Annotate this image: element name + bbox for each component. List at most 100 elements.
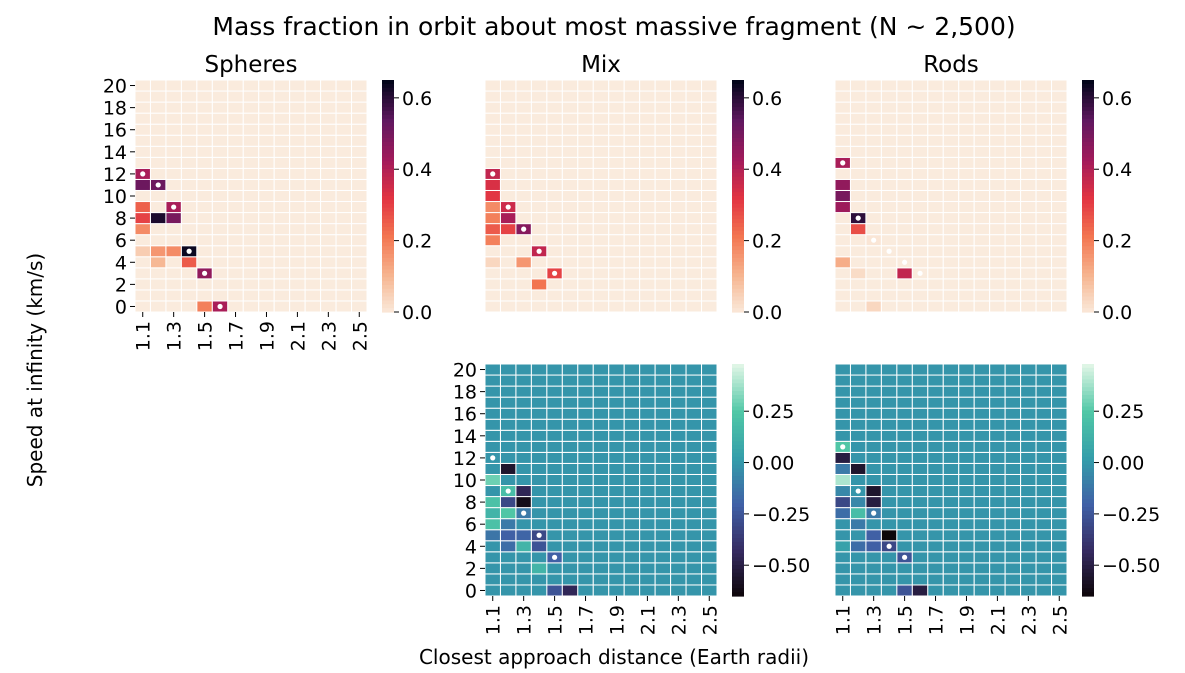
heatmap-cell bbox=[1020, 473, 1037, 487]
heatmap-cell bbox=[273, 201, 291, 214]
heatmap-cell bbox=[515, 573, 532, 586]
heatmap-cell bbox=[304, 278, 322, 291]
heatmap-cell bbox=[880, 440, 898, 453]
heatmap-cell bbox=[1051, 584, 1068, 597]
heatmap-cell bbox=[865, 529, 882, 542]
colorbar-segment bbox=[732, 238, 744, 243]
heatmap-cell bbox=[670, 551, 687, 564]
heatmap-cell bbox=[515, 562, 532, 575]
heatmap-cell bbox=[849, 529, 867, 542]
heatmap-cell bbox=[639, 363, 656, 376]
colorbar-segment bbox=[1082, 122, 1094, 127]
heatmap-cell bbox=[989, 584, 1006, 597]
heatmap-cell bbox=[654, 407, 672, 420]
heatmap-cell bbox=[180, 167, 198, 180]
heatmap-cell bbox=[1051, 256, 1068, 269]
heatmap-cell bbox=[227, 90, 244, 103]
heatmap-cell bbox=[670, 123, 687, 136]
heatmap-cell bbox=[896, 540, 913, 553]
heatmap-cell bbox=[639, 101, 656, 114]
colorbar-segment bbox=[1082, 269, 1094, 274]
heatmap-cell bbox=[546, 485, 563, 498]
heatmap-cell bbox=[942, 223, 960, 236]
heatmap-cell bbox=[942, 518, 960, 531]
heatmap-cell bbox=[865, 112, 882, 125]
colorbar-segment bbox=[1082, 145, 1094, 151]
heatmap-cell bbox=[701, 496, 718, 509]
colorbar-segment bbox=[1082, 480, 1094, 485]
heatmap-cell bbox=[989, 374, 1006, 387]
heatmap-cell bbox=[670, 418, 687, 431]
heatmap-cell bbox=[196, 212, 213, 225]
heatmap-cell bbox=[942, 551, 960, 564]
heatmap-cell bbox=[639, 134, 656, 147]
heatmap-cell bbox=[608, 584, 625, 597]
heatmap-cell bbox=[1051, 562, 1068, 575]
colorbar-tick-label: 0.4 bbox=[402, 159, 432, 181]
heatmap-cell bbox=[484, 429, 501, 442]
heatmap-cell bbox=[670, 385, 687, 398]
heatmap-cell bbox=[196, 189, 213, 203]
heatmap-cell bbox=[1004, 584, 1022, 597]
heatmap-cell bbox=[546, 300, 563, 313]
colorbar-segment bbox=[382, 103, 394, 108]
heatmap-cell bbox=[592, 551, 610, 564]
heatmap-cell bbox=[973, 189, 991, 203]
heatmap-cell bbox=[515, 485, 532, 498]
heatmap-cell bbox=[670, 212, 687, 225]
x-tick-label: 1.7 bbox=[576, 605, 598, 635]
heatmap-cell bbox=[211, 156, 229, 169]
heatmap-cell bbox=[320, 79, 337, 92]
heatmap-cell bbox=[865, 134, 882, 147]
heatmap-cell bbox=[685, 551, 703, 564]
heatmap-cell bbox=[880, 278, 898, 291]
heatmap-cell bbox=[639, 223, 656, 236]
heatmap-cell bbox=[196, 178, 213, 191]
heatmap-cell bbox=[623, 178, 641, 191]
heatmap-cell bbox=[927, 145, 944, 158]
heatmap-cell bbox=[134, 90, 151, 103]
heatmap-cell bbox=[258, 178, 275, 191]
heatmap-cell bbox=[484, 418, 501, 431]
heatmap-cell bbox=[911, 407, 929, 420]
heatmap-cell bbox=[608, 245, 625, 258]
heatmap-cell bbox=[834, 278, 851, 291]
heatmap-cell bbox=[592, 178, 610, 191]
colorbar-segment bbox=[732, 281, 744, 286]
heatmap-cell bbox=[623, 540, 641, 553]
heatmap-cell bbox=[561, 245, 579, 258]
heatmap-cell bbox=[530, 178, 548, 191]
heatmap-cell bbox=[258, 79, 275, 92]
heatmap-cell bbox=[942, 462, 960, 475]
heatmap-cell bbox=[1051, 90, 1068, 103]
heatmap-cell bbox=[289, 300, 306, 313]
optimum-marker bbox=[536, 248, 542, 254]
colorbar-tick-label: 0.2 bbox=[402, 231, 432, 253]
panel-title: Spheres bbox=[204, 52, 297, 78]
colorbar-segment bbox=[382, 83, 394, 89]
colorbar-segment bbox=[1082, 234, 1094, 240]
heatmap-cell bbox=[515, 212, 532, 225]
heatmap-cell bbox=[499, 363, 517, 376]
colorbar-segment bbox=[732, 103, 744, 108]
colorbar-tick-label: 0.4 bbox=[752, 159, 782, 181]
heatmap-cell bbox=[608, 212, 625, 225]
heatmap-cell bbox=[592, 429, 610, 442]
heatmap-cell bbox=[484, 201, 501, 214]
colorbar-segment bbox=[732, 219, 744, 224]
heatmap-cell bbox=[335, 267, 353, 280]
heatmap-cell bbox=[320, 167, 337, 180]
heatmap-cell bbox=[849, 363, 867, 376]
heatmap-cell bbox=[654, 112, 672, 125]
heatmap-cell bbox=[484, 507, 501, 520]
optimum-marker bbox=[490, 171, 496, 177]
heatmap-cell bbox=[865, 256, 882, 269]
heatmap-cell bbox=[1051, 156, 1068, 169]
colorbar-segment bbox=[732, 572, 744, 578]
heatmap-cell bbox=[1035, 178, 1053, 191]
heatmap-cell bbox=[701, 289, 718, 302]
heatmap-cell bbox=[911, 245, 929, 258]
heatmap-cell bbox=[989, 123, 1006, 136]
heatmap-cell bbox=[320, 212, 337, 225]
colorbar-segment bbox=[732, 422, 744, 427]
